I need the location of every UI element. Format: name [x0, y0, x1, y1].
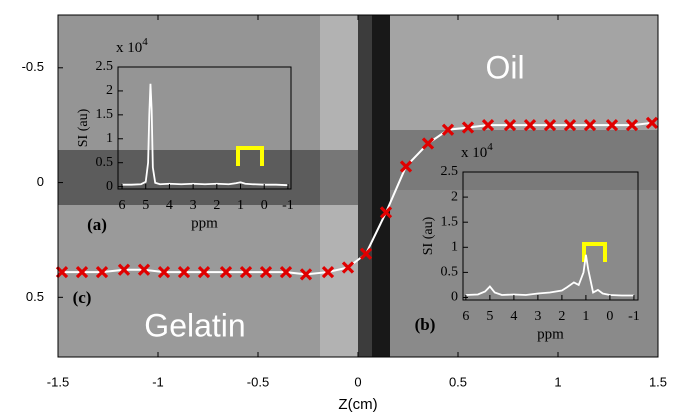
- x-tick-label: -1: [282, 198, 294, 213]
- x-tick-label: -1: [152, 374, 164, 389]
- cross-marker: [583, 119, 597, 132]
- multiplier-base: x 10: [461, 145, 487, 161]
- cross-marker: [523, 119, 537, 132]
- x-axis-label: Z(cm): [338, 396, 377, 413]
- x-tick-label: 3: [190, 198, 197, 213]
- y-tick-label: 2.5: [441, 164, 459, 179]
- multiplier-exponent: 4: [142, 36, 148, 48]
- x-axis-label: ppm: [191, 215, 218, 231]
- x-tick-label: 1: [582, 309, 589, 324]
- x-tick-label: 4: [166, 198, 173, 213]
- x-tick-label: 1.5: [649, 374, 667, 389]
- x-tick-label: 1: [237, 198, 244, 213]
- cross-marker: [543, 119, 557, 132]
- cross-marker: [563, 119, 577, 132]
- cross-marker: [177, 265, 191, 279]
- highlight-bracket: [236, 146, 264, 166]
- x-tick-label: 5: [486, 309, 493, 324]
- x-tick-label: 2: [558, 309, 565, 324]
- cross-marker: [421, 137, 435, 150]
- x-tick-label: 6: [462, 309, 469, 324]
- y-tick-label: 1.5: [441, 214, 459, 229]
- cross-marker: [341, 261, 355, 274]
- cross-marker: [55, 265, 69, 279]
- annotation: (b): [415, 315, 436, 334]
- inset-frame: [117, 66, 292, 190]
- x-tick-label: 0.5: [449, 374, 467, 389]
- x-tick-label: 0: [261, 198, 268, 213]
- data-line: [62, 121, 653, 276]
- cross-marker: [219, 265, 233, 279]
- x-tick-label: 3: [534, 309, 541, 324]
- y-axis-label: SI (au): [76, 108, 91, 147]
- x-tick-label: 5: [142, 198, 149, 213]
- y-tick-label: 1: [451, 240, 458, 255]
- x-tick-label: 0: [354, 374, 361, 389]
- highlight-bracket: [582, 242, 607, 262]
- x-tick-label: 0: [606, 309, 613, 324]
- x-tick-label: 6: [119, 198, 126, 213]
- y-tick-label: 1: [106, 131, 113, 146]
- multiplier-exponent: 4: [487, 141, 493, 153]
- annotation: (a): [87, 215, 107, 234]
- x-tick-label: 1: [554, 374, 561, 389]
- annotation: Oil: [485, 49, 524, 85]
- y-tick-label: 0: [106, 179, 113, 194]
- data-line: [122, 83, 288, 187]
- x-tick-label: 4: [510, 309, 517, 324]
- y-tick-label: 0: [37, 174, 44, 189]
- cross-marker: [117, 263, 131, 276]
- y-tick-label: 2: [106, 83, 113, 98]
- y-axis-label: SI (au): [421, 216, 436, 255]
- x-tick-label: 2: [213, 198, 220, 213]
- y-tick-label: -0.5: [22, 59, 44, 74]
- y-tick-label: 0.5: [441, 265, 459, 280]
- cross-marker: [157, 265, 171, 279]
- annotation: Gelatin: [144, 307, 245, 343]
- cross-marker: [137, 263, 151, 276]
- cross-marker: [481, 119, 495, 132]
- cross-marker: [239, 265, 253, 279]
- cross-marker: [399, 160, 413, 173]
- inset-frame: [462, 171, 639, 301]
- cross-marker: [605, 119, 619, 132]
- y-tick-label: 0.5: [96, 155, 114, 170]
- cross-marker: [259, 265, 273, 279]
- y-multiplier: x 104: [461, 141, 493, 162]
- data-line: [465, 254, 634, 297]
- x-tick-label: -1.5: [47, 374, 69, 389]
- mri-background: [58, 15, 658, 357]
- y-tick-label: 0.5: [26, 289, 44, 304]
- cross-marker: [197, 265, 211, 279]
- cross-marker: [503, 119, 517, 132]
- cross-marker: [321, 265, 335, 279]
- cross-marker: [279, 265, 293, 279]
- multiplier-base: x 10: [116, 40, 142, 56]
- cross-marker: [299, 268, 313, 281]
- y-multiplier: x 104: [116, 36, 148, 57]
- cross-marker: [441, 123, 455, 136]
- y-tick-label: 2: [451, 189, 458, 204]
- cross-marker: [359, 247, 373, 260]
- cross-marker: [625, 119, 639, 132]
- y-tick-label: 2.5: [96, 59, 114, 74]
- annotation: (c): [73, 288, 92, 307]
- cross-marker: [461, 121, 475, 134]
- cross-marker: [379, 206, 393, 219]
- x-axis-label: ppm: [537, 326, 564, 342]
- x-tick-label: -0.5: [247, 374, 269, 389]
- y-tick-label: 0: [451, 290, 458, 305]
- y-tick-label: 1.5: [96, 107, 114, 122]
- cross-marker: [75, 265, 89, 279]
- x-tick-label: -1: [628, 309, 640, 324]
- cross-marker: [95, 265, 109, 279]
- cross-marker: [645, 116, 659, 130]
